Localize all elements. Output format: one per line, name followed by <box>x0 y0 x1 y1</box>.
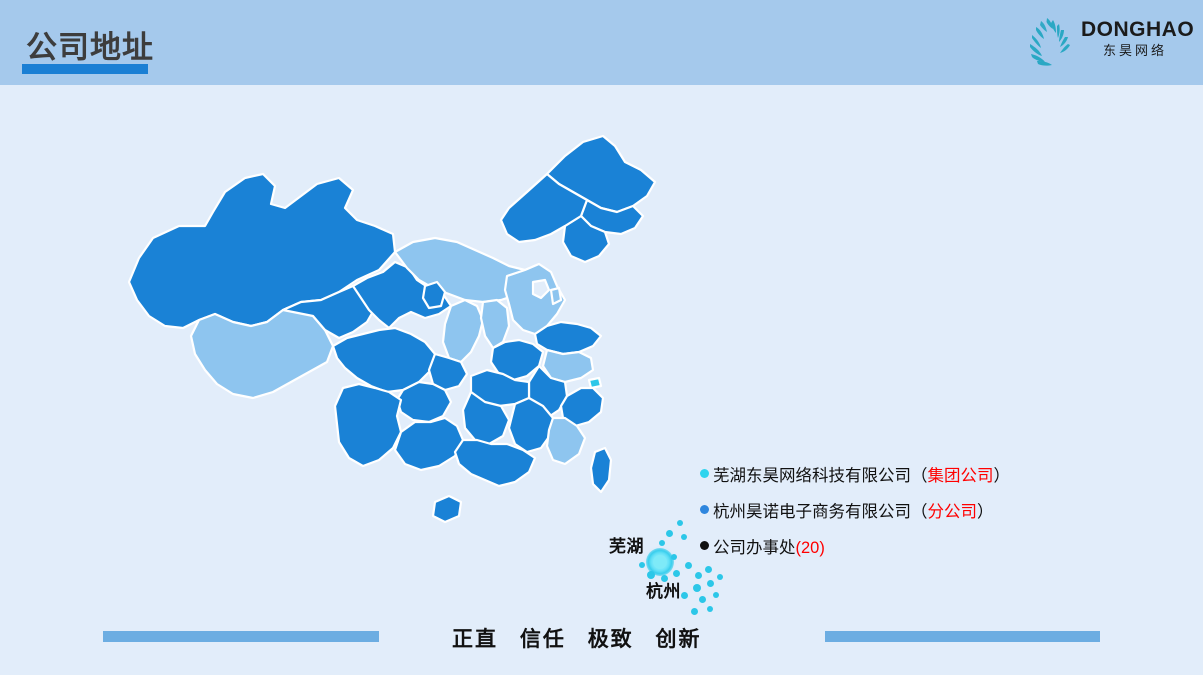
slogan-word-3: 极致 <box>587 628 634 651</box>
dot-marker-icon <box>661 575 668 582</box>
dot-marker-icon <box>647 571 655 579</box>
dot-marker-icon <box>691 608 698 615</box>
footer-bar-right <box>825 631 1100 642</box>
legend-bullet-icon <box>700 469 709 478</box>
province-yunnan <box>333 382 403 468</box>
dot-marker-icon <box>677 520 683 526</box>
legend-label: 杭州昊诺电子商务有限公司（ <box>713 503 928 521</box>
headquarters-marker-core <box>653 555 667 569</box>
dot-marker-icon <box>673 570 680 577</box>
province-chongqing <box>427 352 469 392</box>
legend-label-suffix: ） <box>977 503 994 521</box>
province-shanxi <box>479 298 511 350</box>
legend-item-branch-company: 杭州昊诺电子商务有限公司（ 分公司 ） <box>700 498 1120 534</box>
dot-marker-icon <box>681 534 687 540</box>
dot-marker-icon <box>707 580 714 587</box>
slogan-word-2: 信任 <box>519 628 566 651</box>
brand-name-cn: 东昊网络 <box>1102 43 1167 58</box>
dot-marker-icon <box>699 596 706 603</box>
title-underline-accent <box>22 64 148 74</box>
province-shandong <box>533 320 603 356</box>
province-hainan <box>431 494 463 524</box>
province-guangxi <box>393 416 465 472</box>
legend-tag: (20) <box>795 539 825 557</box>
province-tianjin <box>549 286 563 306</box>
china-map: 芜湖 杭州 <box>95 130 735 615</box>
legend-label: 芜湖东昊网络科技有限公司（ <box>713 467 928 485</box>
dot-marker-icon <box>693 584 701 592</box>
province-hebei <box>503 262 567 336</box>
province-ningxia <box>421 280 447 310</box>
legend-label-suffix: ） <box>993 467 1011 485</box>
dot-marker-icon <box>671 554 677 560</box>
province-guizhou <box>395 380 453 424</box>
slogan-word-1: 正直 <box>452 628 498 651</box>
map-label-wuhu: 芜湖 <box>609 537 644 556</box>
dot-marker-icon <box>639 562 645 568</box>
page-title: 公司地址 <box>26 30 154 65</box>
province-liaoning <box>561 214 611 264</box>
footer-slogan: 正直 信任 极致 创新 <box>452 623 702 653</box>
feather-fan-icon <box>1017 10 1079 72</box>
dot-marker-icon <box>659 540 665 546</box>
dot-marker-icon <box>666 530 673 537</box>
province-fujian <box>545 416 587 466</box>
dot-marker-icon <box>717 574 723 580</box>
legend-bullet-icon <box>700 541 709 550</box>
legend-tag: 集团公司 <box>927 467 994 485</box>
map-legend: 芜湖东昊网络科技有限公司（ 集团公司 ） 杭州昊诺电子商务有限公司（ 分公司 ）… <box>700 462 1120 570</box>
legend-item-group-company: 芜湖东昊网络科技有限公司（ 集团公司 ） <box>700 462 1120 498</box>
legend-bullet-icon <box>700 505 709 514</box>
province-gansu <box>351 260 453 330</box>
brand-logo-text: DONGHAO 东昊网络 <box>1081 18 1195 59</box>
province-shaanxi <box>441 298 485 364</box>
province-tibet <box>189 300 335 400</box>
brand-logo: DONGHAO 东昊网络 <box>1017 8 1195 74</box>
map-label-hangzhou: 杭州 <box>646 582 681 601</box>
province-zhejiang <box>559 386 605 428</box>
dot-marker-icon <box>695 572 702 579</box>
dot-marker-icon <box>685 562 692 569</box>
province-hunan <box>461 390 511 446</box>
province-taiwan <box>589 446 613 494</box>
legend-label: 公司办事处 <box>713 539 796 557</box>
dot-marker-icon <box>681 592 688 599</box>
province-inner-mongolia-east <box>499 172 589 244</box>
province-guangdong <box>453 438 537 488</box>
brand-name-en: DONGHAO <box>1081 18 1195 41</box>
province-jiangsu <box>541 348 595 384</box>
header-band <box>0 0 1203 85</box>
province-beijing <box>531 278 551 300</box>
slogan-word-4: 创新 <box>655 628 702 651</box>
dot-marker-icon <box>713 592 719 598</box>
legend-tag: 分公司 <box>927 503 978 521</box>
dot-marker-icon <box>705 566 712 573</box>
footer-bar-left <box>103 631 379 642</box>
dot-marker-icon <box>707 606 713 612</box>
province-shanghai <box>587 376 603 390</box>
province-jiangxi <box>507 396 555 454</box>
legend-item-offices: 公司办事处 (20) <box>700 534 1120 570</box>
